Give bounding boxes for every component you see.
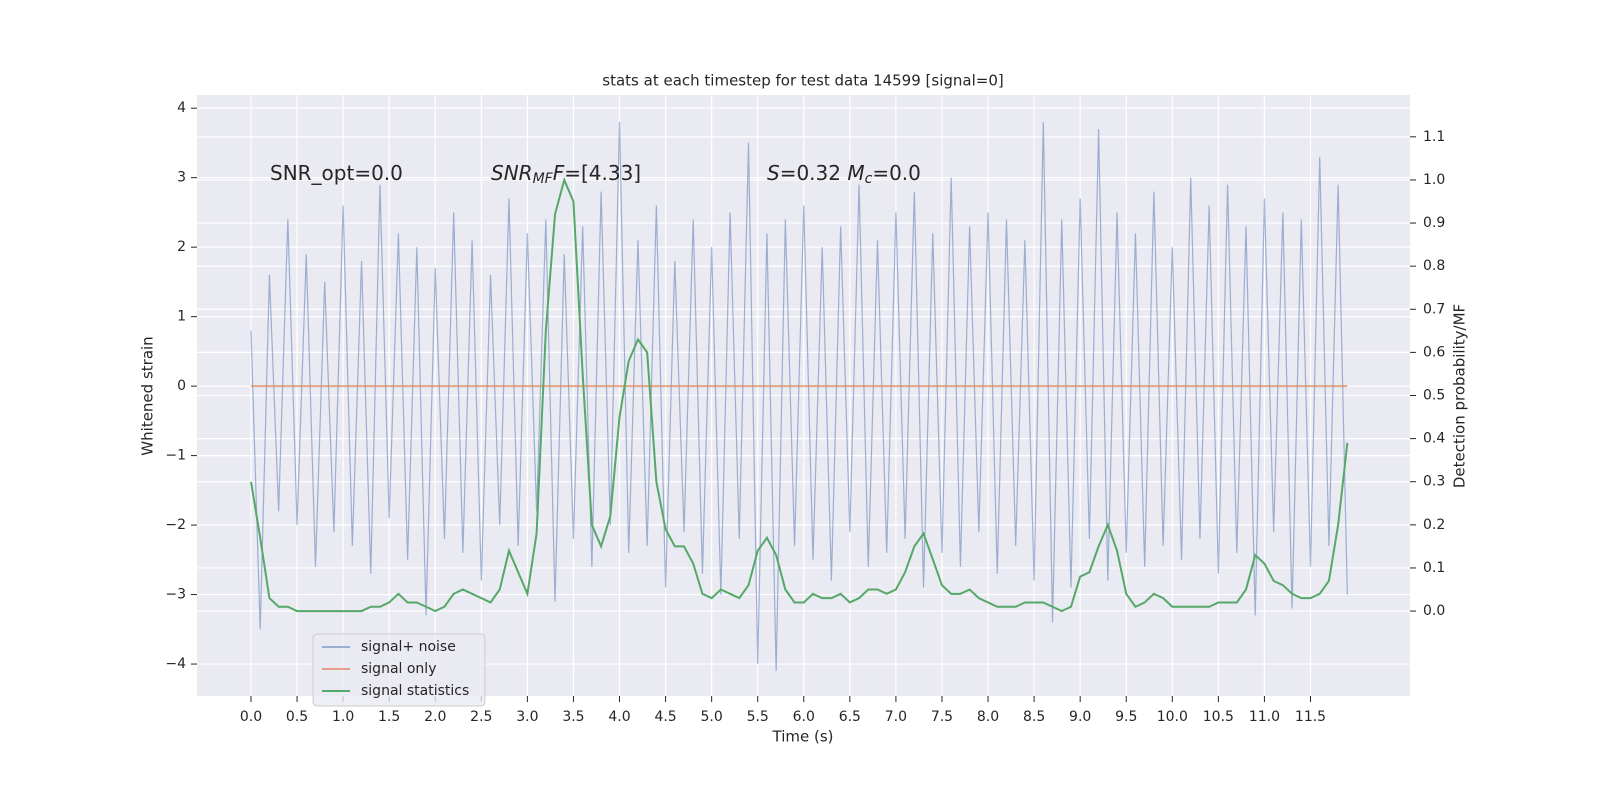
x-tick-label: 0.5 — [286, 709, 308, 725]
x-tick-label: 9.5 — [1115, 709, 1137, 725]
annotation-part: =[4.33] — [564, 161, 641, 185]
annotation: S=0.32 Mc=0.0 — [767, 161, 921, 188]
x-tick-label: 8.5 — [1023, 709, 1045, 725]
x-tick-label: 1.0 — [332, 709, 354, 725]
x-tick-label: 1.5 — [378, 709, 400, 725]
x-tick-label: 3.5 — [562, 709, 584, 725]
legend-label: signal only — [361, 661, 436, 677]
y-tick-label: −4 — [165, 656, 186, 672]
annotation-part: c — [865, 171, 873, 187]
x-tick-label: 0.0 — [240, 709, 262, 725]
x-tick-label: 9.0 — [1069, 709, 1091, 725]
axes: 0.0 0.5 1.0 1.5 2.0 2.5 3.0 3.5 4.0 4.5 5.0 5.5 6.0 6… — [165, 100, 1445, 725]
y2-tick-label: 1.0 — [1423, 172, 1445, 188]
x-axis-label: Time (s) — [772, 728, 834, 746]
y-tick-label: 3 — [177, 170, 186, 186]
y2-tick-label: 0.0 — [1423, 603, 1445, 619]
legend-box — [312, 633, 486, 707]
x-tick-label: 5.0 — [701, 709, 723, 725]
series-line — [250, 176, 1349, 613]
y2-tick-label: 0.1 — [1423, 560, 1445, 576]
annotation-part: M — [847, 161, 864, 185]
x-tick-label: 7.5 — [931, 709, 953, 725]
y-tick-label: −3 — [165, 587, 186, 603]
annotation-part: S — [767, 161, 780, 185]
legend-label: signal+ noise — [361, 639, 456, 655]
annotation-part: SNR — [491, 161, 533, 185]
chart-title: stats at each timestep for test data 145… — [602, 72, 1003, 90]
x-tick-label: 10.5 — [1203, 709, 1234, 725]
y-tick-label: 4 — [177, 100, 186, 116]
y2-tick-label: 0.2 — [1423, 517, 1445, 533]
annotation: SNR_opt=0.0 — [270, 161, 403, 185]
x-tick-label: 11.5 — [1295, 709, 1326, 725]
marks — [250, 122, 1349, 672]
y-tick-label: 2 — [177, 239, 186, 255]
x-tick-label: 7.0 — [885, 709, 907, 725]
y-tick-label: 1 — [177, 309, 186, 325]
y-tick-label: 0 — [177, 378, 186, 394]
y2-tick-label: 0.3 — [1423, 474, 1445, 490]
x-tick-label: 6.5 — [839, 709, 861, 725]
annotation: SNRMFF=[4.33] — [491, 161, 641, 188]
x-tick-label: 8.0 — [977, 709, 999, 725]
x-tick-label: 10.0 — [1157, 709, 1188, 725]
y-tick-label: −2 — [165, 517, 186, 533]
annotation-part: F — [553, 161, 565, 185]
y2-tick-label: 0.7 — [1423, 301, 1445, 317]
x-tick-label: 2.5 — [470, 709, 492, 725]
x-tick-label: 2.0 — [424, 709, 446, 725]
legend-label: signal statistics — [361, 683, 469, 699]
annotation-part: =0.32 — [780, 161, 848, 185]
y2-tick-label: 1.1 — [1423, 129, 1445, 145]
annotation-part: SNR_opt=0.0 — [270, 161, 403, 185]
annotation-part: MF — [533, 171, 554, 187]
y2-tick-label: 0.6 — [1423, 344, 1445, 360]
y2-tick-label: 0.4 — [1423, 431, 1445, 447]
series-line — [250, 122, 1348, 672]
x-tick-label: 4.5 — [654, 709, 676, 725]
x-tick-label: 4.0 — [608, 709, 630, 725]
y2-tick-label: 0.5 — [1423, 388, 1445, 404]
y-tick-label: −1 — [165, 448, 186, 464]
y2-tick-label: 0.8 — [1423, 258, 1445, 274]
y-axis-label: Whitened strain — [139, 336, 157, 455]
x-tick-label: 3.0 — [516, 709, 538, 725]
x-tick-label: 6.0 — [793, 709, 815, 725]
x-tick-label: 5.5 — [747, 709, 769, 725]
y2-tick-label: 0.9 — [1423, 215, 1445, 231]
y2-axis-label: Detection probability/MF — [1451, 304, 1469, 488]
annotation-part: =0.0 — [872, 161, 921, 185]
x-tick-label: 11.0 — [1249, 709, 1280, 725]
